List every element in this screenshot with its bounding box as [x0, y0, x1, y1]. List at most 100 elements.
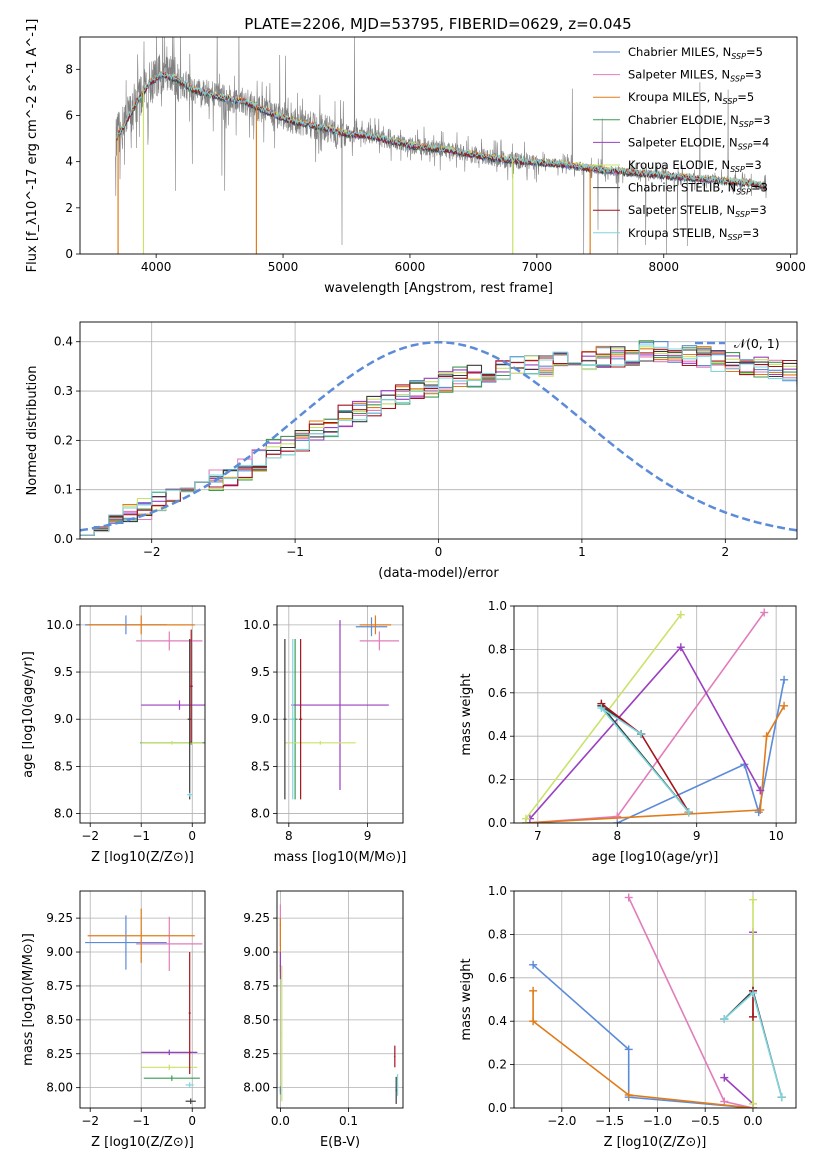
histogram-chab_elodie	[80, 340, 797, 536]
y-tick-label: 8.0	[251, 807, 270, 821]
x-tick-label: −2.0	[547, 1114, 576, 1128]
y-tick-label: 9.0	[251, 712, 270, 726]
y-tick-label: 0.0	[488, 816, 507, 830]
marker-chab_miles	[780, 675, 789, 684]
y-tick-label: 8.5	[251, 759, 270, 773]
plot-area	[85, 908, 203, 1104]
x-tick-label: −2	[143, 545, 161, 559]
y-axis-label: mass [log10(M/M⊙)]	[21, 933, 36, 1066]
x-tick-label: −1.5	[595, 1114, 624, 1128]
series-krou_stelib	[600, 707, 690, 813]
series-salp_elodie	[529, 645, 761, 820]
series-salp_miles	[627, 897, 754, 1108]
y-tick-label: 9.0	[54, 712, 73, 726]
y-tick-label: 2	[65, 201, 73, 215]
y-axis-label: mass weight	[459, 958, 474, 1040]
marker-krou_miles	[529, 986, 538, 995]
y-tick-label: 8.25	[46, 1047, 73, 1061]
marker-salp_stelib	[748, 1012, 757, 1021]
y-axis-label: Flux [f_λ10^-17 erg cm^-2 s^-1 A^-1]	[25, 19, 40, 273]
plot-area	[283, 615, 400, 800]
y-tick-label: 0.3	[54, 384, 73, 398]
plot-area	[115, 37, 767, 254]
axes-frame	[276, 890, 404, 1109]
marker-krou_miles	[762, 732, 771, 741]
y-axis-label: mass weight	[459, 673, 474, 755]
marker-krou_elodie	[748, 1099, 757, 1108]
y-tick-label: 0.2	[488, 773, 507, 787]
marker-krou_stelib	[720, 1015, 729, 1024]
plot-area	[85, 615, 205, 800]
marker-krou_miles	[756, 805, 765, 814]
figure-title: PLATE=2206, MJD=53795, FIBERID=0629, z=0…	[244, 15, 631, 33]
x-tick-label: 0.0	[271, 1114, 290, 1128]
x-tick-label: 8000	[648, 260, 679, 274]
x-tick-label: 10	[769, 829, 784, 843]
y-tick-label: 9.25	[243, 911, 270, 925]
legend-entry: Kroupa MILES, NSSP=5	[628, 90, 754, 106]
y-tick-label: 10.0	[46, 618, 73, 632]
series-salp_miles	[525, 612, 765, 823]
x-tick-label: −1.0	[643, 1114, 672, 1128]
y-tick-label: 4	[65, 155, 73, 169]
marker-salp_elodie	[676, 643, 685, 652]
marker-krou_miles	[529, 1017, 538, 1026]
y-tick-label: 8.00	[46, 1081, 73, 1095]
series-chab_miles	[532, 964, 754, 1108]
marker-salp_elodie	[720, 1073, 729, 1082]
x-axis-label: Z [log10(Z/Z⊙)]	[91, 1135, 194, 1150]
legend-entry: Kroupa ELODIE, NSSP=3	[628, 158, 762, 174]
legend: 𝒩(0, 1)	[695, 336, 780, 351]
x-tick-label: −1	[132, 829, 150, 843]
histogram-salp_miles	[80, 353, 797, 536]
x-tick-label: −2	[81, 1114, 99, 1128]
x-tick-label: 9	[693, 829, 701, 843]
marker-salp_miles	[720, 1097, 729, 1106]
legend-entry: Salpeter MILES, NSSP=3	[628, 68, 762, 84]
y-tick-label: 8.50	[243, 1013, 270, 1027]
panel-age_vs_Z: −2 −1 0 8.0 8.5 9.0 9.5 10.0 Z [log10(Z/Z⊙)] age …	[21, 605, 206, 865]
y-tick-label: 0.2	[54, 433, 73, 447]
marker-krou_stelib	[684, 808, 693, 817]
y-tick-label: 0.4	[488, 1014, 507, 1028]
y-tick-label: 8.50	[46, 1013, 73, 1027]
marker-chab_miles	[529, 960, 538, 969]
y-tick-label: 0.2	[488, 1058, 507, 1072]
axes-frame	[79, 890, 206, 1109]
legend-entry: Chabrier MILES, NSSP=5	[628, 45, 763, 61]
legend-entry: Salpeter ELODIE, NSSP=4	[628, 135, 769, 151]
plot-area	[529, 893, 786, 1108]
legend-entry: 𝒩(0, 1)	[734, 336, 780, 351]
panel-spectrum: 4000 5000 6000 7000 8000 9000 0 2 4 6 8 wavelength …	[25, 19, 806, 296]
y-tick-label: 8.00	[243, 1081, 270, 1095]
histogram-salp_stelib	[80, 348, 797, 536]
x-axis-label: age [log10(age/yr)]	[592, 850, 719, 865]
y-tick-label: 1.0	[488, 599, 507, 613]
series-chab_miles	[616, 679, 785, 823]
x-tick-label: 4000	[141, 260, 172, 274]
marker-krou_elodie	[521, 814, 530, 823]
marker-krou_stelib	[637, 730, 646, 739]
x-tick-label: 1	[578, 545, 586, 559]
series-krou_elodie	[525, 614, 682, 820]
y-tick-label: 9.5	[251, 665, 270, 679]
panel-massweight_vs_Z: −2.0 −1.5 −1.0 −0.5 0.0 0.0 0.2 0.4 0.6 0.8 1.0 Z […	[459, 884, 797, 1150]
y-tick-label: 9.25	[46, 911, 73, 925]
histogram-chab_miles	[80, 341, 797, 536]
y-tick-label: 0.8	[488, 927, 507, 941]
marker-krou_stelib	[748, 988, 757, 997]
x-tick-label: 7	[534, 829, 542, 843]
y-tick-label: 8.75	[243, 979, 270, 993]
x-tick-label: −1	[132, 1114, 150, 1128]
model-spectrum-krou_stelib	[116, 71, 766, 188]
x-tick-label: −0.5	[691, 1114, 720, 1128]
x-tick-label: 6000	[395, 260, 426, 274]
marker-krou_elodie	[676, 610, 685, 619]
y-tick-label: 0.4	[488, 729, 507, 743]
y-tick-label: 9.00	[46, 945, 73, 959]
y-tick-label: 10.0	[243, 618, 270, 632]
x-tick-label: −2	[81, 829, 99, 843]
y-tick-label: 0.0	[54, 532, 73, 546]
panel-residuals: −2 −1 0 1 2 0.0 0.1 0.2 0.3 0.4 (data-model)/error…	[25, 321, 798, 581]
